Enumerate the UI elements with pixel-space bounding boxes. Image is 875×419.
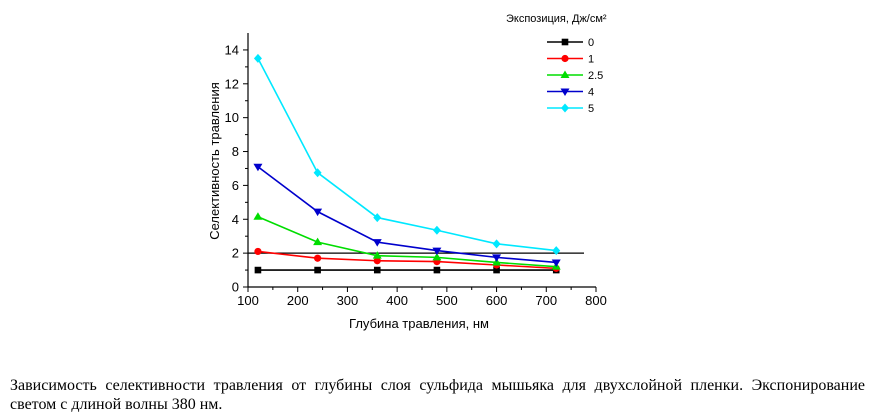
y-tick-label: 6 bbox=[232, 178, 239, 193]
series-line bbox=[257, 250, 557, 270]
x-tick-label: 500 bbox=[436, 293, 458, 308]
data-point bbox=[253, 163, 263, 172]
legend-item: 2.5 bbox=[547, 70, 603, 82]
x-tick-label: 700 bbox=[535, 293, 557, 308]
data-point bbox=[432, 225, 441, 235]
data-point bbox=[432, 252, 442, 261]
y-axis-title: Селективность травления bbox=[207, 82, 222, 240]
x-axis-title: Глубина травления, нм bbox=[349, 316, 489, 331]
y-tick-label: 12 bbox=[225, 76, 239, 91]
data-point bbox=[492, 254, 502, 262]
legend-label: 4 bbox=[588, 87, 594, 99]
data-point bbox=[254, 266, 262, 274]
data-point bbox=[373, 266, 381, 274]
series-layer bbox=[253, 53, 561, 274]
data-point bbox=[493, 266, 500, 274]
series-line bbox=[257, 215, 557, 268]
y-tick-label: 2 bbox=[232, 246, 239, 261]
y-tick-label: 14 bbox=[225, 42, 239, 57]
x-tick-label: 600 bbox=[486, 293, 508, 308]
data-point bbox=[313, 168, 322, 178]
legend-marker bbox=[561, 38, 569, 46]
data-point bbox=[313, 208, 323, 217]
data-point bbox=[373, 257, 381, 265]
series-4 bbox=[253, 163, 561, 267]
legend-marker bbox=[561, 54, 569, 63]
data-point bbox=[372, 239, 382, 247]
data-point bbox=[552, 246, 561, 256]
axes: 100 200 300 400 500 600 700 80002468101214Глуби… bbox=[207, 33, 607, 331]
y-tick-label: 10 bbox=[225, 110, 239, 125]
etch-selectivity-chart: 100 200 300 400 500 600 700 80002468101214Глуби… bbox=[207, 13, 607, 331]
legend-item: 5 bbox=[547, 103, 594, 115]
data-point bbox=[253, 53, 262, 63]
data-point bbox=[373, 213, 382, 223]
y-tick-label: 8 bbox=[232, 144, 239, 159]
data-point bbox=[254, 247, 262, 256]
legend-marker bbox=[560, 88, 570, 96]
legend-marker bbox=[560, 70, 570, 78]
data-point bbox=[253, 212, 263, 220]
data-point bbox=[314, 254, 322, 262]
x-tick-label: 800 bbox=[585, 293, 607, 308]
data-point bbox=[313, 237, 323, 246]
legend-item: 0 bbox=[547, 37, 594, 49]
legend: Экспозиция, Дж/см² 0 1 2.5 4 5 bbox=[506, 13, 607, 115]
legend-label: 5 bbox=[588, 103, 594, 115]
x-tick-label: 200 bbox=[287, 293, 309, 308]
data-point bbox=[432, 247, 442, 256]
legend-title: Экспозиция, Дж/см² bbox=[506, 13, 607, 25]
data-point bbox=[433, 266, 441, 274]
series-line bbox=[257, 58, 557, 252]
y-tick-label: 4 bbox=[232, 212, 239, 227]
x-tick-label: 100 bbox=[237, 293, 259, 308]
legend-label: 1 bbox=[588, 54, 594, 66]
data-point bbox=[372, 251, 382, 259]
series-line bbox=[257, 166, 557, 264]
x-tick-label: 400 bbox=[386, 293, 408, 308]
data-point bbox=[314, 266, 321, 274]
legend-marker bbox=[561, 103, 569, 113]
data-point bbox=[551, 259, 561, 267]
series-0 bbox=[254, 266, 560, 274]
series-1 bbox=[254, 247, 560, 272]
series-5 bbox=[253, 53, 561, 256]
legend-label: 2.5 bbox=[588, 70, 603, 82]
x-tick-label: 300 bbox=[337, 293, 359, 308]
figure-caption: Зависимость селективности травления от г… bbox=[10, 377, 865, 413]
legend-item: 1 bbox=[547, 54, 594, 66]
y-tick-label: 0 bbox=[232, 280, 239, 295]
data-point bbox=[492, 239, 501, 249]
legend-item: 4 bbox=[547, 87, 594, 99]
legend-label: 0 bbox=[588, 37, 594, 49]
